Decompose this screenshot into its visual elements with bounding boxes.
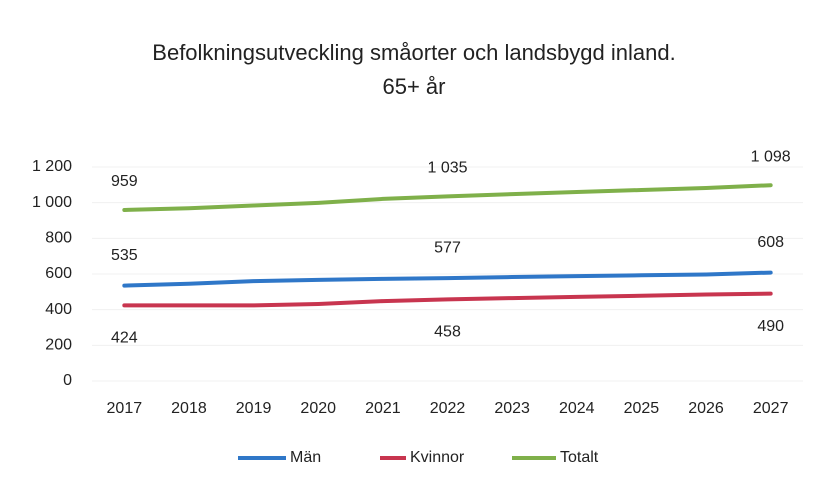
legend-label: Totalt: [560, 449, 599, 466]
x-tick-label: 2020: [300, 400, 336, 417]
data-label: 490: [757, 318, 784, 335]
x-tick-label: 2019: [236, 400, 272, 417]
x-tick-label: 2027: [753, 400, 789, 417]
chart-subtitle: 65+ år: [383, 74, 446, 99]
data-label: 577: [434, 239, 461, 256]
x-tick-label: 2026: [688, 400, 724, 417]
x-tick-label: 2021: [365, 400, 401, 417]
legend-label: Kvinnor: [410, 449, 465, 466]
data-label: 959: [111, 173, 138, 190]
y-tick-label: 0: [63, 372, 72, 389]
data-label: 424: [111, 330, 138, 347]
legend-label: Män: [290, 449, 321, 466]
x-tick-label: 2017: [107, 400, 143, 417]
data-label: 458: [434, 324, 461, 341]
data-label: 535: [111, 247, 138, 264]
x-tick-label: 2025: [624, 400, 660, 417]
x-tick-label: 2024: [559, 400, 595, 417]
data-label: 608: [757, 234, 784, 251]
data-label: 1 098: [751, 148, 791, 165]
line: [122, 183, 773, 212]
data-label: 1 035: [427, 160, 467, 177]
y-tick-label: 200: [45, 337, 72, 354]
y-tick-label: 400: [45, 301, 72, 318]
chart-title: Befolkningsutveckling småorter och lands…: [152, 40, 675, 65]
y-tick-label: 800: [45, 230, 72, 247]
y-tick-label: 1 200: [32, 158, 72, 175]
y-tick-label: 600: [45, 265, 72, 282]
x-tick-label: 2018: [171, 400, 207, 417]
y-tick-label: 1 000: [32, 194, 72, 211]
line: [122, 291, 773, 308]
line: [122, 270, 773, 288]
x-tick-label: 2022: [430, 400, 466, 417]
x-tick-label: 2023: [494, 400, 530, 417]
